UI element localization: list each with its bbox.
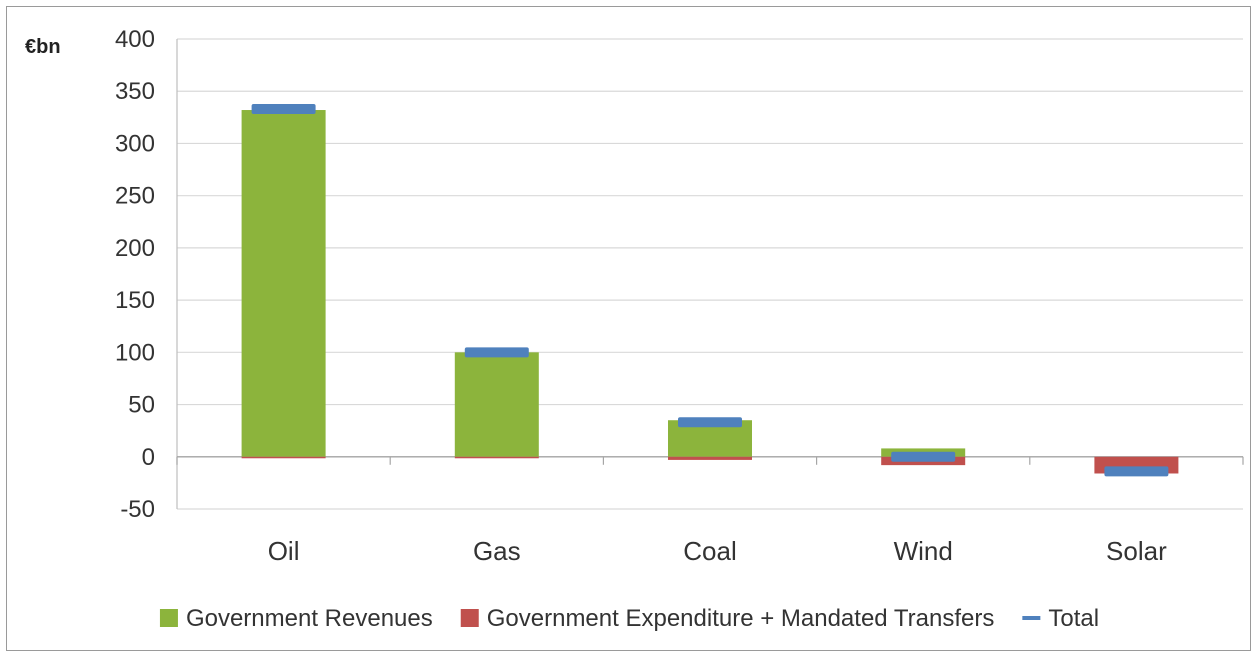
total-marker-gas bbox=[464, 347, 529, 358]
x-tick-label: Oil bbox=[268, 536, 300, 566]
bar-oil-government-revenues bbox=[241, 110, 326, 457]
y-unit-label: €bn bbox=[25, 36, 61, 58]
x-tick-label: Solar bbox=[1106, 536, 1167, 566]
legend-swatch-government-revenues bbox=[159, 609, 178, 627]
total-marker-oil bbox=[251, 103, 316, 114]
bar-gas-government-expenditure-mandated-transfers bbox=[454, 456, 539, 459]
bars bbox=[241, 110, 1179, 474]
y-tick-label: 100 bbox=[115, 339, 155, 366]
x-tick-label: Coal bbox=[683, 536, 736, 566]
total-marker-solar bbox=[1104, 466, 1169, 477]
x-tick-label: Gas bbox=[473, 536, 521, 566]
legend: Government Revenues Government Expenditur… bbox=[159, 605, 1099, 632]
bar-gas-government-revenues bbox=[454, 352, 539, 457]
x-axis-labels: Oil Gas Coal Wind Solar bbox=[268, 536, 1167, 566]
legend-swatch-government-expenditure-mandated-transfers bbox=[460, 609, 479, 627]
y-tick-label: 300 bbox=[115, 130, 155, 157]
x-tick-label: Wind bbox=[894, 536, 953, 566]
bar-oil-government-expenditure-mandated-transfers bbox=[241, 456, 326, 459]
legend-label: Government Revenues bbox=[186, 605, 433, 632]
y-tick-label: 350 bbox=[115, 78, 155, 105]
stacked-bar-chart: 400 350 300 250 200 150 100 50 0 -50 Oil Gas Coal Wi… bbox=[25, 26, 1244, 632]
total-marker-wind bbox=[891, 451, 956, 462]
bar-coal-government-expenditure-mandated-transfers bbox=[668, 456, 752, 460]
chart-frame: 400 350 300 250 200 150 100 50 0 -50 Oil Gas Coal Wi… bbox=[6, 6, 1251, 651]
y-tick-label: 200 bbox=[115, 235, 155, 262]
y-tick-label: 150 bbox=[115, 287, 155, 314]
y-tick-label: 250 bbox=[115, 183, 155, 210]
legend-label: Government Expenditure + Mandated Transf… bbox=[487, 605, 995, 632]
y-tick-label: 400 bbox=[115, 26, 155, 53]
legend-label: Total bbox=[1048, 605, 1099, 632]
y-tick-label: 50 bbox=[128, 392, 155, 419]
legend-swatch-total bbox=[1022, 616, 1041, 620]
y-tick-label: -50 bbox=[120, 496, 155, 523]
y-axis-ticks: 400 350 300 250 200 150 100 50 0 -50 bbox=[115, 26, 155, 523]
y-tick-label: 0 bbox=[142, 444, 155, 471]
total-marker-coal bbox=[678, 417, 742, 428]
total-markers bbox=[251, 103, 1169, 477]
